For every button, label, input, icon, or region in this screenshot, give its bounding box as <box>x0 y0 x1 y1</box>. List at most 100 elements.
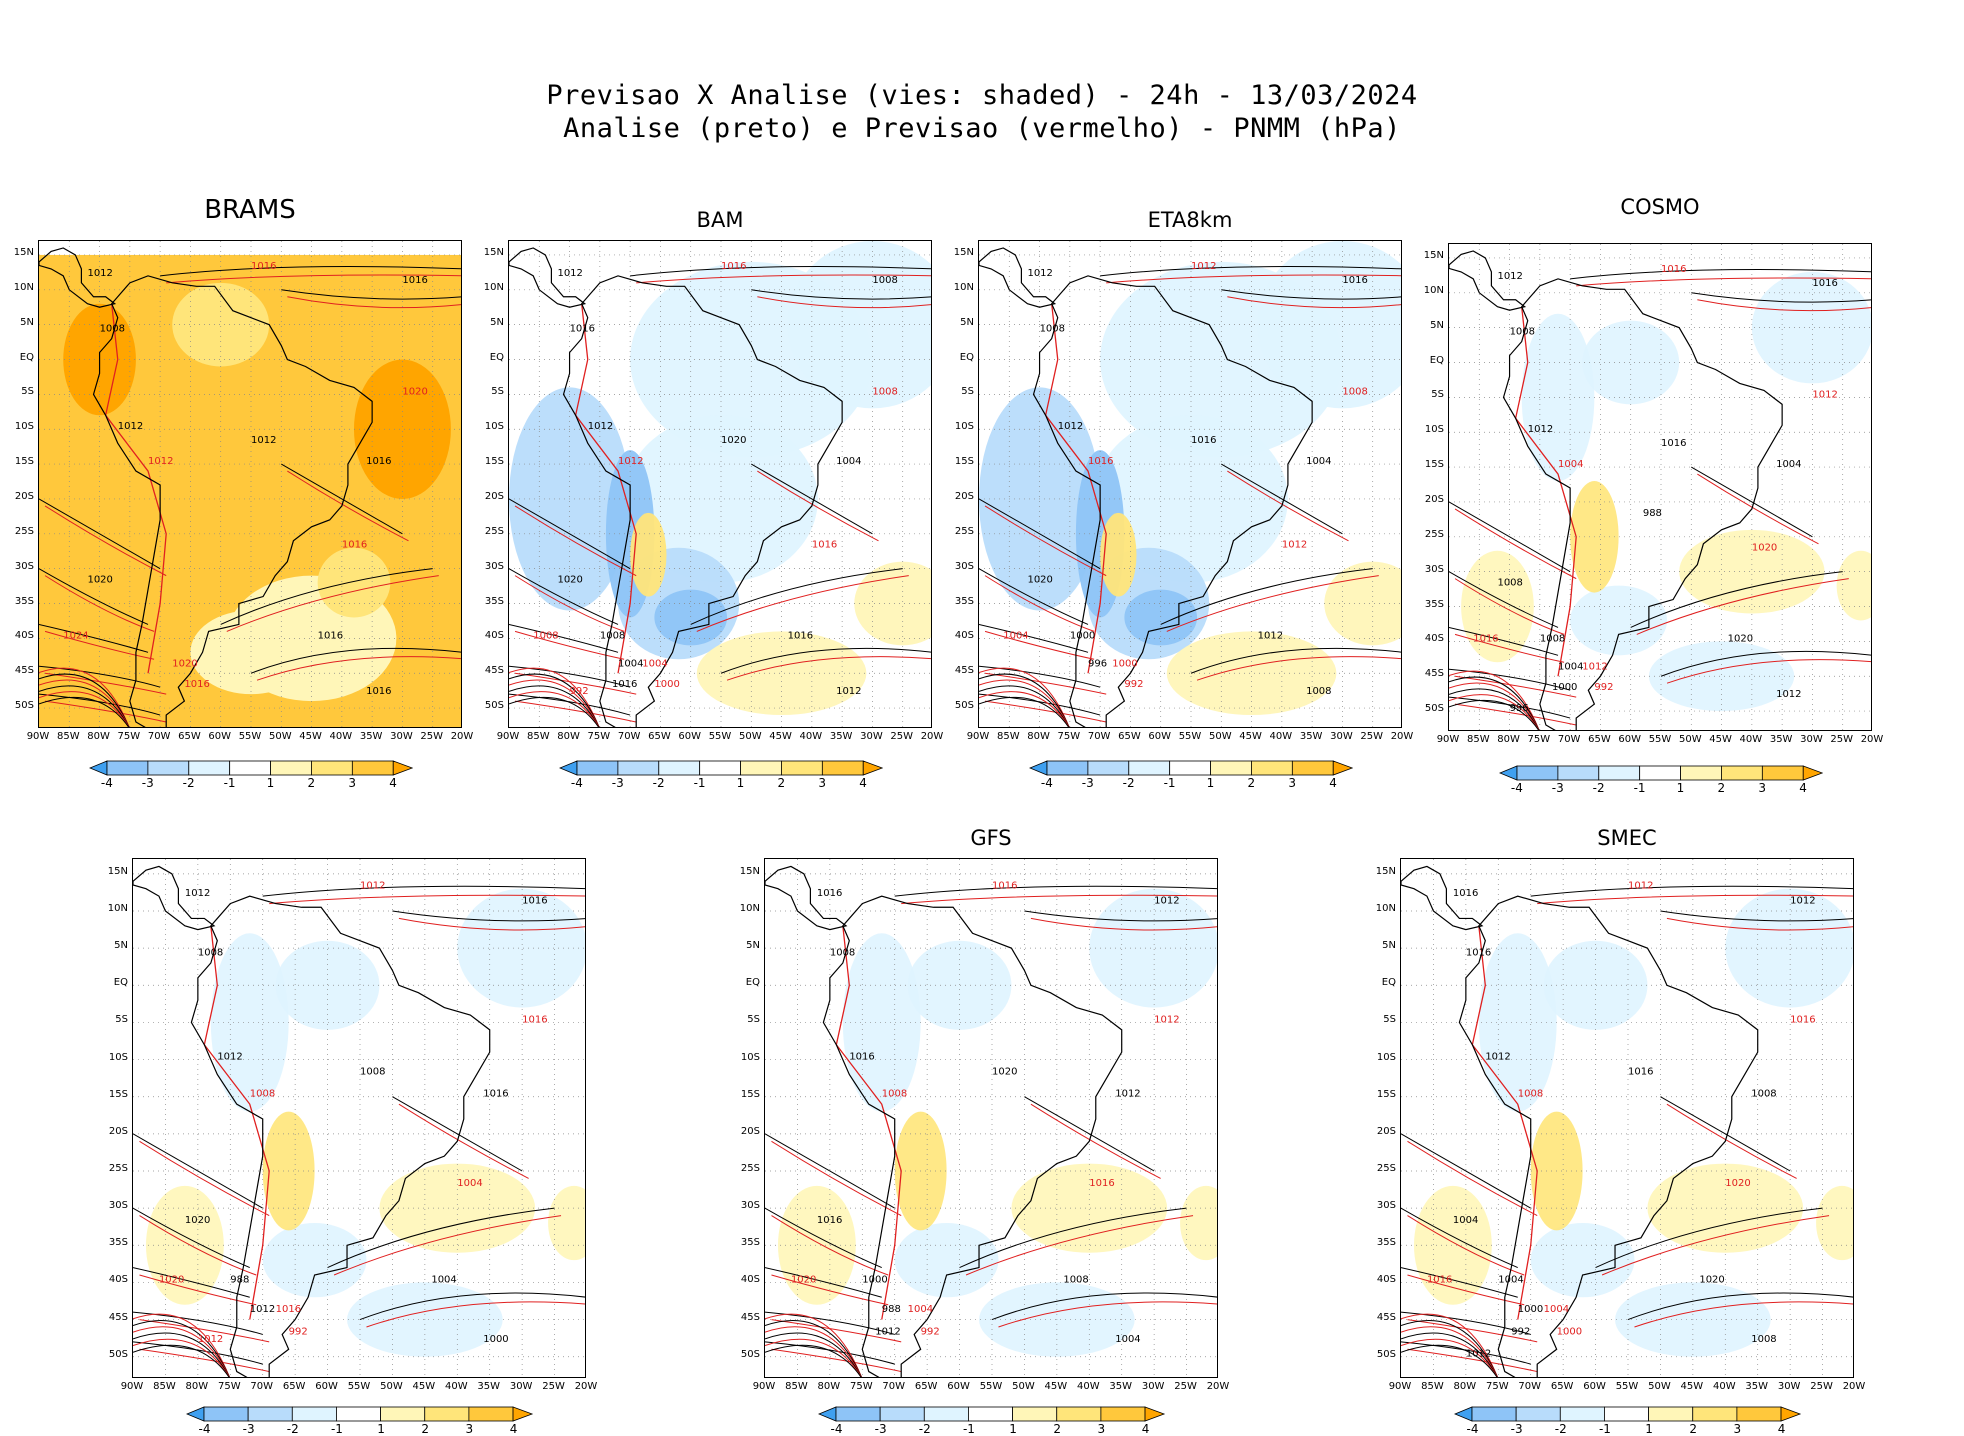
x-tick-label: 35W <box>1109 1381 1133 1392</box>
colorbar-tick-label: 4 <box>859 776 867 790</box>
forecast-contour-label: 1012 <box>148 456 173 467</box>
forecast-contour <box>333 1215 562 1276</box>
analysis-contour <box>765 1207 882 1269</box>
x-tick-label: 80W <box>1453 1381 1477 1392</box>
analysis-contour <box>979 665 1101 688</box>
low-pressure-contour <box>1449 670 1540 730</box>
x-tick-label: 20W <box>920 731 944 742</box>
analysis-contour-label: 1016 <box>318 630 343 641</box>
analysis-contour-label: 1012 <box>1776 689 1801 700</box>
y-tick-label: 25S <box>108 1163 128 1174</box>
forecast-contour-label: 1008 <box>250 1089 275 1100</box>
forecast-contour-label: 1020 <box>1725 1178 1750 1189</box>
analysis-contour-label: 988 <box>882 1304 901 1315</box>
x-tick-label: 25W <box>890 731 914 742</box>
x-tick-label: 60W <box>947 1381 970 1392</box>
bias-area-pos1 <box>379 1163 536 1253</box>
map-panel-gfs: 1016 1012 1008 1016 1012 1016 1020 1008 1004 1000… <box>764 858 1218 1378</box>
colorbar-segment <box>351 760 394 776</box>
colorbar-tick-label: -3 <box>611 776 624 790</box>
pressure-contours <box>765 885 1217 1377</box>
x-tick-label: 65W <box>178 731 201 742</box>
y-tick-label: 20S <box>1376 1125 1396 1137</box>
colorbar-tick-label: 1 <box>1009 1422 1017 1436</box>
pressure-contours <box>39 266 461 727</box>
colorbar <box>1028 760 1354 776</box>
colorbar-segment <box>513 1406 534 1422</box>
analysis-contour-label: 1016 <box>817 888 842 899</box>
bias-area-neg1 <box>1543 940 1648 1030</box>
forecast-contour-label: 1012 <box>1628 881 1653 892</box>
colorbar-brams <box>88 760 414 780</box>
south-america-coastline <box>822 895 1123 1377</box>
low-pressure-contour <box>1449 676 1540 730</box>
y-tick-label: 10N <box>1423 284 1444 296</box>
colorbar-tick-label: -2 <box>182 776 195 790</box>
analysis-contour-label: 1012 <box>1466 1349 1491 1360</box>
bias-area-neg1 <box>262 1223 367 1298</box>
panel-title-bam: BAM <box>696 208 744 232</box>
analysis-contour-label: 1000 <box>1070 630 1095 641</box>
x-tick-label: 25W <box>542 1381 565 1392</box>
analysis-contour <box>765 1341 895 1365</box>
colorbar-segment <box>1056 1406 1102 1422</box>
analysis-contour-label: 996 <box>1510 703 1529 714</box>
forecast-contour <box>1636 578 1849 635</box>
forecast-contour-label: 1008 <box>1518 1089 1543 1100</box>
analysis-contour-label: 1012 <box>1790 896 1815 907</box>
forecast-contour <box>1407 1348 1538 1373</box>
forecast-contour-label: 1012 <box>1154 1014 1179 1025</box>
analysis-contour-label: 1008 <box>198 948 223 959</box>
forecast-contour-label: 992 <box>1124 679 1143 690</box>
bias-shading <box>145 888 585 1357</box>
pressure-contours <box>133 885 585 1377</box>
analysis-contour-label: 1016 <box>1661 438 1686 449</box>
y-tick-label: 35S <box>108 1237 128 1249</box>
analysis-contour <box>979 498 1101 570</box>
forecast-contour <box>771 1319 902 1343</box>
y-tick-label: 45S <box>740 1311 760 1323</box>
panel-title-gfs: GFS <box>970 826 1012 850</box>
x-tick-label: 55W <box>238 731 262 742</box>
low-pressure-contour <box>1401 1326 1498 1377</box>
forecast-contour-label: 1016 <box>1088 456 1113 467</box>
forecast-contour <box>1227 470 1349 542</box>
x-tick-label: 60W <box>1583 1381 1606 1392</box>
analysis-contour <box>281 463 403 535</box>
x-tick-label: 90W <box>1388 1381 1412 1392</box>
forecast-contour <box>1227 296 1401 309</box>
analysis-contour <box>1630 571 1843 628</box>
y-tick-label: 15N <box>1423 249 1444 261</box>
colorbar-segment <box>1516 1406 1562 1422</box>
colorbar-segment <box>1648 1406 1694 1422</box>
colorbar-segment <box>699 760 741 776</box>
forecast-contour <box>44 630 155 660</box>
y-tick-label: 5S <box>1383 1014 1396 1026</box>
colorbar-segment <box>1639 765 1681 781</box>
bias-area-pos1 <box>1324 561 1401 646</box>
forecast-contour <box>139 1274 257 1306</box>
x-tick-label: 85W <box>785 1381 808 1392</box>
x-tick-label: 40W <box>1269 731 1293 742</box>
colorbar-segment <box>1604 1406 1650 1422</box>
bias-area-neg1 <box>1582 320 1680 405</box>
forecast-contour-label: 1020 <box>172 658 197 669</box>
x-tick-label: 80W <box>1027 731 1050 742</box>
x-tick-label: 65W <box>1550 1381 1574 1392</box>
analysis-contour-label: 992 <box>1511 1326 1530 1337</box>
bias-area-pos2 <box>172 282 270 367</box>
colorbar-segment <box>88 760 108 776</box>
y-tick-label: 40S <box>14 630 34 642</box>
x-tick-label: 80W <box>557 731 580 742</box>
colorbar-segment <box>1128 760 1170 776</box>
map-svg: 1012 1016 1008 1012 1004 1020 1016 1012 1008 1000… <box>979 241 1401 727</box>
contour-labels: 1012101610081012101610201008100410009881… <box>159 881 548 1345</box>
bias-area-neg1 <box>275 940 380 1030</box>
x-tick-label: 60W <box>1618 734 1642 745</box>
colorbar-segment <box>1046 760 1089 776</box>
analysis-contour <box>1401 1133 1531 1209</box>
low-pressure-contour <box>133 1344 230 1377</box>
x-tick-label: 75W <box>1527 734 1551 745</box>
analysis-contour <box>1449 668 1571 691</box>
y-tick-label: 20S <box>484 490 504 502</box>
